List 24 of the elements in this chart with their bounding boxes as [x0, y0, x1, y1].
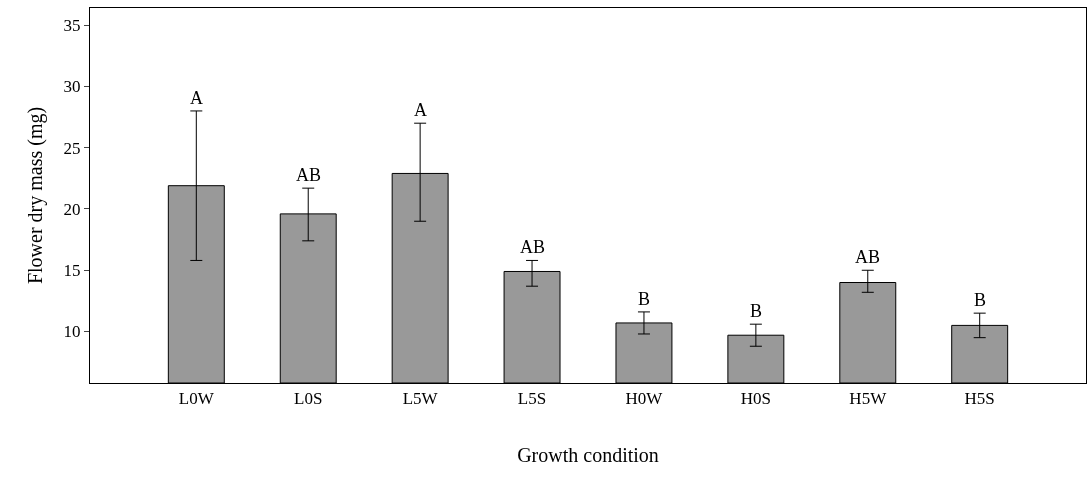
x-tick-label: L0S: [294, 389, 323, 409]
y-tick-label: 15: [63, 261, 81, 281]
y-tick-label: 20: [63, 199, 81, 219]
x-tick-label: H5S: [964, 389, 995, 409]
x-tick-label: L0W: [178, 389, 215, 409]
y-tick-label: 10: [63, 322, 81, 342]
y-tick-label: 25: [63, 138, 81, 158]
annotation: AB: [296, 165, 322, 185]
annotation: A: [190, 88, 203, 108]
annotation: AB: [520, 237, 546, 257]
x-tick-label: L5W: [402, 389, 439, 409]
y-tick-label: 30: [63, 77, 81, 97]
x-tick-label: L5S: [517, 389, 547, 409]
y-axis-title: Flower dry mass (mg): [24, 106, 48, 285]
annotation: AB: [855, 247, 881, 267]
annotation: B: [974, 290, 987, 310]
annotation: A: [414, 100, 427, 120]
annotation: B: [638, 289, 651, 309]
x-tick-label: H0S: [740, 389, 771, 409]
y-tick-label: 35: [63, 16, 81, 36]
x-axis-title: Growth condition: [517, 443, 659, 466]
annotation: B: [750, 301, 763, 321]
x-tick-label: H0W: [625, 389, 664, 409]
x-tick-label: H5W: [849, 389, 888, 409]
